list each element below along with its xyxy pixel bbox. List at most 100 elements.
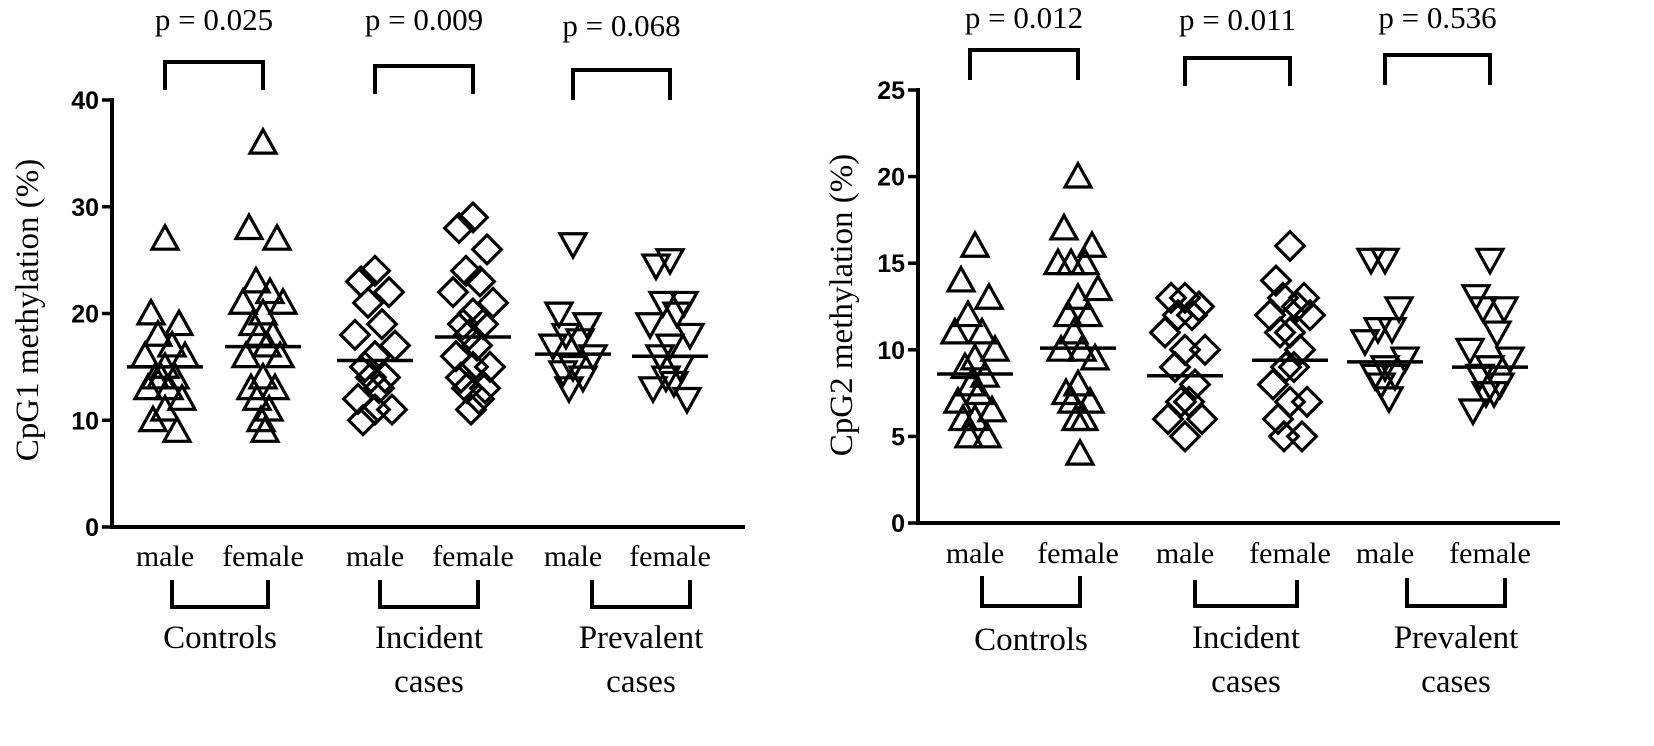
- y-tick-label: 20: [71, 301, 99, 329]
- significance-bracket: [163, 60, 265, 90]
- data-point-diamond: [365, 307, 399, 341]
- group-label: Incident: [375, 620, 483, 656]
- data-point-triangle-down: [1494, 346, 1526, 375]
- category-label: female: [222, 540, 304, 573]
- category-label: male: [1356, 537, 1414, 570]
- data-point-triangle-down: [1365, 372, 1397, 401]
- y-tick-label: 10: [71, 407, 99, 435]
- group-label: Prevalent: [579, 620, 704, 656]
- significance-bracket: [571, 68, 672, 100]
- data-point-triangle-down: [1383, 296, 1415, 325]
- y-tick-label: 25: [877, 77, 905, 105]
- data-point-triangle-up: [132, 371, 164, 401]
- data-point-triangle-up: [153, 371, 185, 401]
- group-bracket: [1405, 578, 1507, 608]
- data-point-diamond: [452, 318, 486, 352]
- data-point-triangle-up: [1062, 281, 1094, 310]
- category-label: male: [346, 540, 404, 573]
- data-point-triangle-up: [233, 211, 265, 241]
- data-point-diamond: [1273, 315, 1307, 350]
- data-point-triangle-down: [1481, 320, 1513, 349]
- data-point-triangle-down: [543, 301, 575, 330]
- data-point-diamond: [1290, 385, 1324, 419]
- data-point-triangle-down: [553, 376, 585, 405]
- group-label: Controls: [974, 622, 1088, 658]
- group-label: cases: [394, 664, 464, 700]
- data-point-diamond: [1277, 350, 1311, 384]
- data-point-diamond: [368, 360, 402, 395]
- data-point-triangle-down: [1457, 398, 1489, 427]
- p-value-label: p = 0.025: [155, 2, 273, 37]
- category-label: female: [629, 540, 711, 573]
- data-point-triangle-up: [249, 414, 281, 443]
- data-point-diamond: [449, 254, 483, 288]
- data-point-diamond: [1285, 419, 1319, 453]
- data-point-diamond: [1273, 229, 1307, 263]
- data-point-triangle-up: [1048, 212, 1080, 241]
- data-point-triangle-down: [537, 333, 569, 362]
- data-point-triangle-up: [247, 297, 279, 326]
- data-point-diamond: [444, 360, 478, 395]
- data-point-diamond: [442, 211, 476, 245]
- data-point-diamond: [1259, 263, 1293, 298]
- data-point-triangle-up: [230, 339, 262, 369]
- data-point-triangle-up: [247, 126, 279, 155]
- data-point-diamond: [1283, 333, 1317, 367]
- data-point-triangle-up: [149, 393, 181, 422]
- data-point-triangle-up: [971, 420, 1003, 449]
- data-point-diamond: [1175, 298, 1209, 332]
- data-point-triangle-up: [267, 286, 299, 315]
- data-point-triangle-up: [949, 350, 981, 380]
- p-value-label: p = 0.012: [965, 0, 1083, 35]
- data-point-triangle-up: [1079, 342, 1111, 371]
- y-tick-label: 0: [85, 514, 99, 542]
- data-point-diamond: [1154, 281, 1188, 315]
- data-point-triangle-up: [261, 222, 293, 251]
- data-point-diamond: [460, 328, 494, 363]
- group-label: cases: [1421, 664, 1491, 700]
- y-axis-label: CpG1 methylation (%): [10, 159, 46, 461]
- y-tick-label: 10: [877, 337, 905, 365]
- category-label: female: [1037, 537, 1119, 570]
- data-point-triangle-down: [1454, 337, 1486, 367]
- data-point-diamond: [1261, 402, 1295, 436]
- data-point-triangle-down: [1379, 363, 1411, 393]
- data-point-diamond: [346, 403, 380, 437]
- data-point-triangle-down: [637, 376, 669, 405]
- y-tick-label: 0: [891, 510, 905, 538]
- data-point-diamond: [1293, 298, 1327, 332]
- group-label: cases: [606, 664, 676, 700]
- significance-bracket: [968, 48, 1080, 80]
- data-point-triangle-down: [547, 360, 579, 389]
- group-label: Incident: [1192, 620, 1300, 656]
- data-point-triangle-down: [571, 312, 603, 341]
- data-point-diamond: [463, 264, 497, 299]
- category-label: male: [136, 540, 194, 573]
- data-point-triangle-up: [163, 307, 195, 337]
- data-point-diamond: [354, 360, 388, 395]
- y-axis-label: CpG2 methylation (%): [824, 154, 860, 456]
- data-point-triangle-up: [166, 382, 198, 411]
- data-point-triangle-up: [137, 403, 169, 433]
- data-point-triangle-up: [245, 403, 277, 433]
- p-value-label: p = 0.068: [562, 8, 680, 43]
- data-point-diamond: [436, 275, 470, 309]
- data-point-triangle-up: [1064, 437, 1096, 466]
- data-point-diamond: [358, 254, 392, 288]
- data-point-triangle-down: [640, 253, 672, 282]
- data-point-diamond: [362, 371, 396, 405]
- data-point-triangle-up: [227, 286, 259, 315]
- data-point-triangle-up: [1072, 298, 1104, 328]
- data-point-triangle-up: [1062, 368, 1094, 397]
- data-point-diamond: [1185, 402, 1219, 436]
- p-value-label: p = 0.536: [1378, 0, 1496, 35]
- data-point-diamond: [1148, 315, 1182, 350]
- category-label: male: [1156, 537, 1214, 570]
- data-point-diamond: [1168, 333, 1202, 367]
- data-point-diamond: [454, 393, 488, 427]
- data-point-triangle-up: [156, 329, 188, 358]
- data-point-triangle-up: [161, 414, 193, 443]
- data-point-triangle-up: [1042, 246, 1074, 276]
- data-point-triangle-down: [1373, 386, 1405, 415]
